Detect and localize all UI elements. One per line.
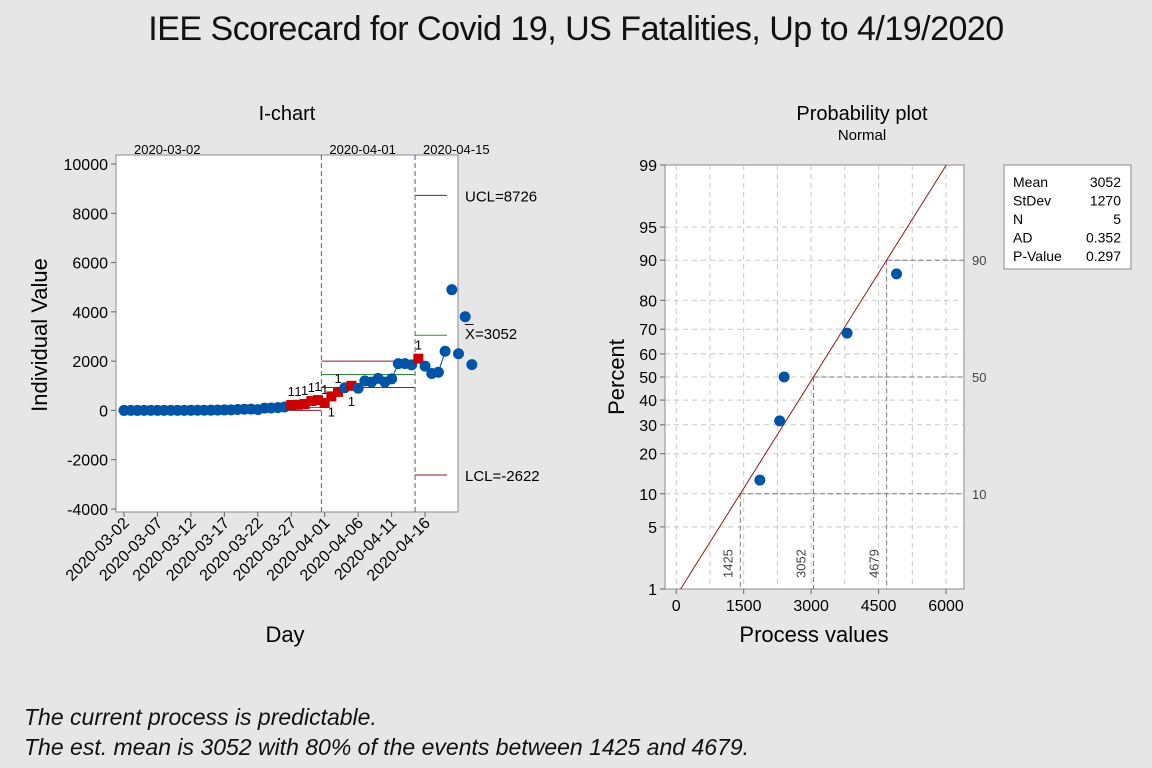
x-tick-label: 1500 [726,598,762,615]
reference-percent-label: 50 [972,370,986,385]
data-point [779,372,790,383]
y-tick-label: 5 [648,520,657,537]
stat-label: AD [1013,230,1032,246]
stat-label: N [1013,211,1023,227]
y-tick-label: 99 [639,158,657,175]
conclusion-line-2: The est. mean is 3052 with 80% of the ev… [24,732,749,762]
stat-label: StDev [1013,193,1051,209]
stat-label: P-Value [1013,248,1062,264]
stat-value: 0.352 [1086,230,1121,246]
stat-value: 3052 [1090,174,1121,190]
y-tick-label: 1 [648,582,657,599]
probability-plot-title: Probability plot [796,103,928,125]
reference-value-label: 3052 [793,549,808,578]
x-axis-label: Process values [739,622,888,647]
y-tick-label: 10 [639,487,657,504]
x-tick-label: 0 [672,598,681,615]
y-tick-label: 70 [639,322,657,339]
conclusion-text: The current process is predictable. The … [24,702,749,762]
y-tick-label: 40 [639,393,657,410]
data-point [754,475,765,486]
x-tick-label: 4500 [861,598,897,615]
stat-value: 1270 [1090,193,1121,209]
x-tick-label: 6000 [928,598,964,615]
y-tick-label: 50 [639,370,657,387]
y-axis-label: Percent [604,339,629,415]
reference-percent-label: 90 [972,253,986,268]
y-tick-label: 95 [639,220,657,237]
conclusion-line-1: The current process is predictable. [24,702,749,732]
stat-value: 5 [1113,211,1121,227]
stat-value: 0.297 [1086,248,1121,264]
y-tick-label: 20 [639,447,657,464]
stats-box: Mean 3052 StDev 1270 N 5 AD 0.352 P-Value 0.297 [1004,165,1131,269]
probability-plot-subtitle: Normal [838,127,886,144]
y-tick-label: 60 [639,347,657,364]
data-point [891,268,902,279]
data-point [842,328,853,339]
reference-value-label: 4679 [867,549,882,578]
probability-plot: Probability plotNormal151020304050607080… [0,0,1152,768]
reference-percent-label: 10 [972,487,986,502]
y-tick-label: 80 [639,293,657,310]
reference-value-label: 1425 [720,549,735,578]
stat-label: Mean [1013,174,1048,190]
y-tick-label: 90 [639,253,657,270]
data-point [774,415,785,426]
y-tick-label: 30 [639,418,657,435]
x-tick-label: 3000 [793,598,829,615]
